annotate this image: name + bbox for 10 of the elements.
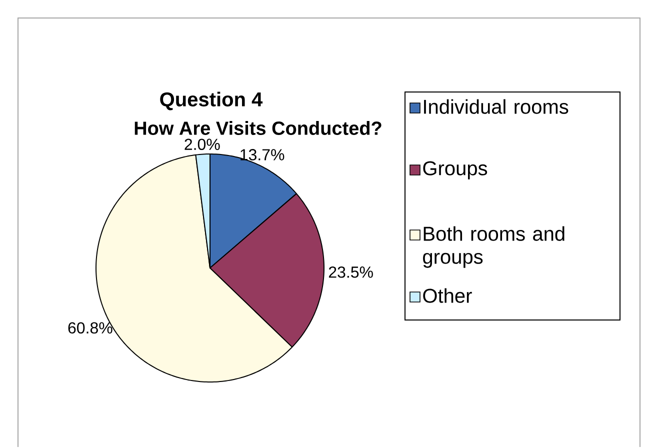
legend-label: Individual rooms: [424, 99, 568, 114]
legend-label: Both rooms and groups: [423, 226, 564, 268]
data-label: 2.0%: [184, 138, 220, 150]
data-label: 23.5%: [328, 266, 373, 278]
text: How Are Visits Conducted?: [134, 121, 382, 136]
legend-label: Other: [423, 288, 472, 304]
data-label: 13.7%: [240, 149, 284, 161]
data-label: 60.8%: [68, 322, 112, 334]
chart-title: Question 4: [160, 92, 263, 110]
legend-label: Groups: [423, 161, 488, 180]
